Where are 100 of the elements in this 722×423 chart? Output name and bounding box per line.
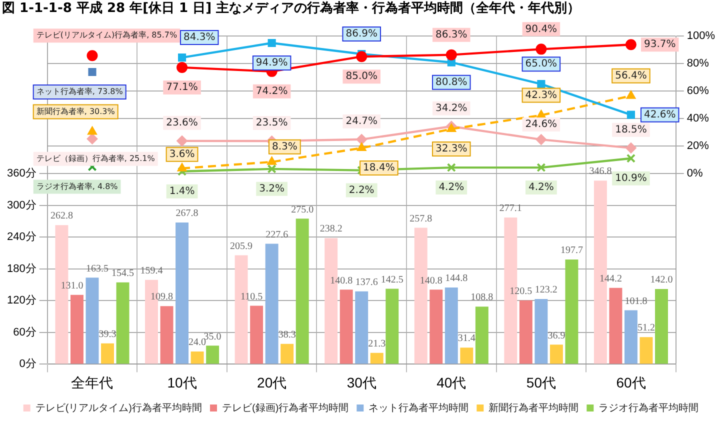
data-label: 275.0 [291,204,314,216]
x-tick-label: 50代 [526,374,556,390]
data-label: 262.8 [50,210,73,222]
data-label: 24.7% [346,116,378,127]
data-label: ネット行為者率, 73.8% [36,87,124,96]
bar [265,244,278,364]
bar [519,300,532,364]
legend-label: テレビ(リアルタイム)行為者平均時間 [35,402,202,414]
point [446,123,456,132]
point [267,164,276,174]
point [268,38,276,48]
data-label: テレビ(リアルタイム)行為者率, 85.7% [36,30,178,40]
y-tick-label: 300分 [6,199,36,212]
data-label: 84.3% [183,32,216,44]
data-label: 74.2% [256,86,288,98]
point [536,134,547,146]
data-label: 新聞行為者率, 30.3% [36,106,116,116]
point [356,142,366,152]
data-label: 3.2% [259,184,285,195]
bar [355,291,368,364]
data-label: 42.3% [525,90,558,101]
data-label: 56.4% [615,70,647,82]
chart-title: 図 1-1-1-8 平成 28 年[休日 1 日] 主なメディアの行為者率・行為者平均時間（全年代・年代別） [1,0,582,18]
bar [340,290,353,364]
data-label: 140.8 [330,275,353,286]
point [626,154,636,163]
data-label: 21.3 [368,338,386,350]
point [176,135,188,146]
data-label: 3.6% [169,148,195,160]
point [446,163,456,172]
data-label: 77.1% [166,82,198,94]
bar [624,310,638,364]
point [625,142,636,154]
data-label: 131.0 [60,280,84,292]
data-label: 38.3 [278,330,296,341]
bar [250,306,264,364]
data-label: 205.9 [230,240,253,252]
data-label: 94.9% [256,58,288,69]
bar [280,344,294,364]
bar [370,352,384,364]
data-label: 93.7% [644,39,676,50]
y-tick-label: 0分 [19,358,36,370]
data-label: 154.5 [112,268,134,280]
data-label: 277.1 [499,203,522,214]
data-label: 85.0% [346,71,378,82]
bar [70,294,84,364]
data-label: ラジオ行為者率, 4.8% [36,182,118,191]
data-label: 197.7 [560,245,583,256]
y2-tick-label: 40% [686,112,710,124]
y2-tick-label: 80% [686,57,710,70]
bar [430,290,443,364]
data-label: 24.6% [525,119,558,130]
data-label: 144.2 [599,273,622,284]
data-label: 86.3% [436,29,468,40]
point [446,49,457,60]
data-label: テレビ（録画）行為者率, 25.1% [36,154,156,163]
bar [101,343,114,364]
bar [565,260,578,364]
point [178,54,186,62]
point [536,44,547,55]
legend-label: 新聞行為者平均時間 [488,402,579,414]
x-tick-label: 60代 [616,374,646,390]
data-label: 42.6% [644,109,676,120]
bar [86,278,99,364]
y-tick-label: 60分 [13,326,36,338]
data-label: 110.5 [240,291,263,302]
point [176,62,188,73]
data-label: 31.4 [458,333,476,344]
bar [475,306,488,364]
y2-tick-label: 0% [686,167,703,180]
point [625,39,636,50]
point [536,163,546,172]
legend-label: ラジオ行為者平均時間 [598,402,699,414]
bar [386,288,399,364]
bar [296,218,309,364]
data-label: 4.2% [438,182,464,194]
bar [550,344,563,364]
y-tick-label: 240分 [6,231,36,244]
bar [206,346,220,364]
data-label: 23.5% [256,118,288,129]
point [266,156,277,165]
bar [190,351,204,364]
data-label: 23.6% [166,118,198,129]
bar [640,337,653,364]
y-tick-label: 120分 [6,294,36,307]
bar [444,288,458,364]
x-tick-label: 30代 [346,374,376,390]
x-tick-label: 全年代 [71,374,114,390]
data-label: 120.5 [510,286,532,298]
data-label: 108.8 [470,292,494,304]
x-tick-label: 20代 [257,374,287,390]
data-label: 86.9% [346,28,378,40]
point [177,162,187,172]
data-label: 1.4% [169,186,195,197]
point [178,166,187,176]
data-label: 36.9 [548,330,566,342]
data-label: 18.5% [615,124,647,136]
bar [160,306,174,364]
legend-label: ネット行為者平均時間 [368,402,469,414]
data-label: 142.0 [650,274,673,286]
